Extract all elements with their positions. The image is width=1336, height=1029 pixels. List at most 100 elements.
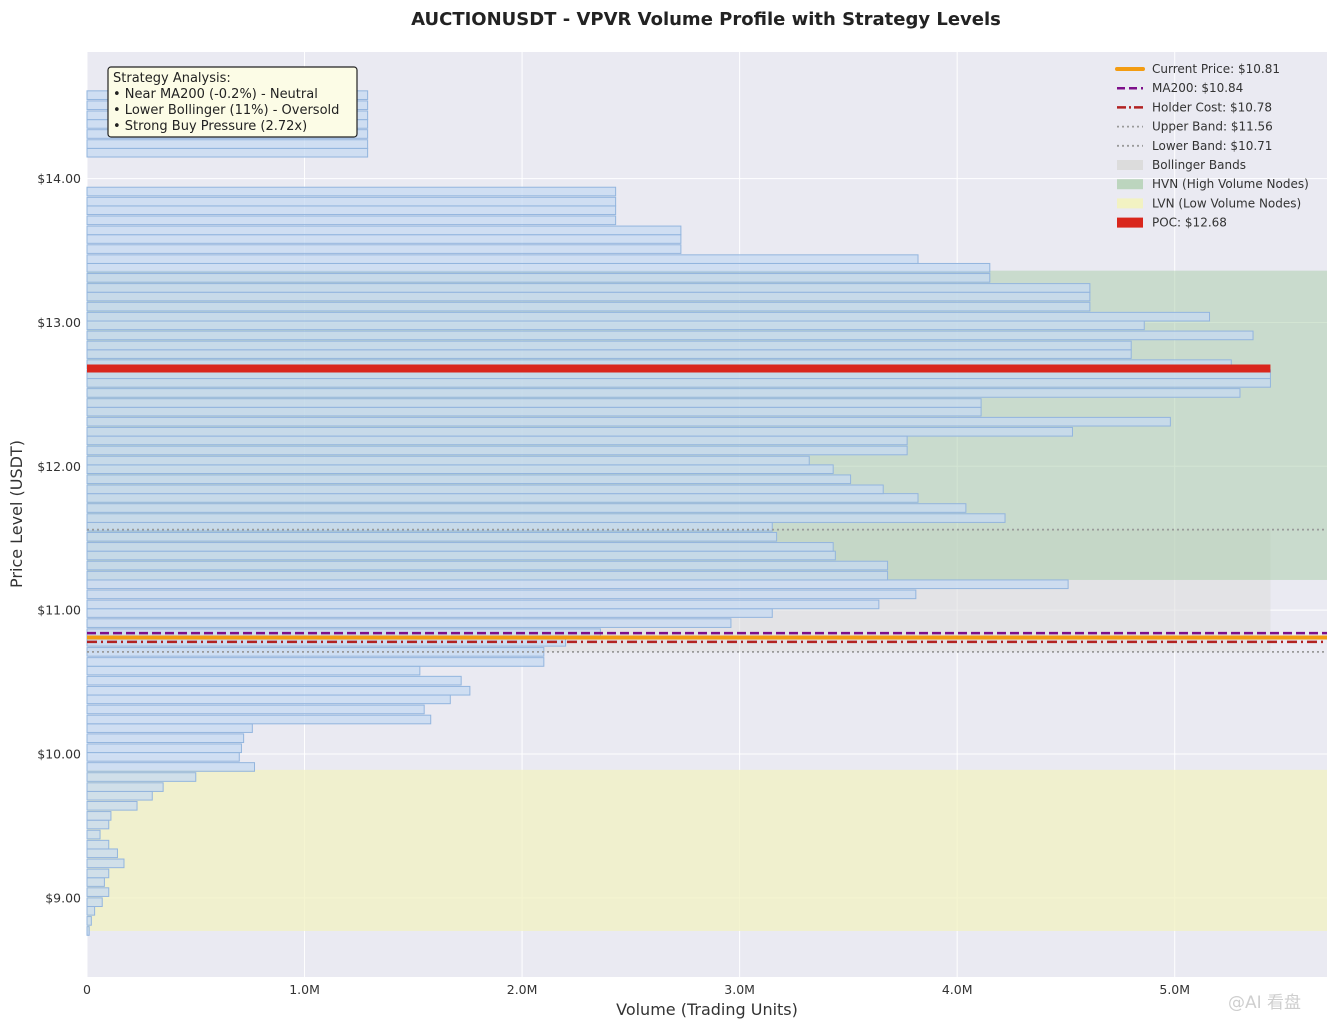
x-tick-label: 1.0M	[289, 982, 320, 997]
volume-bar	[86, 570, 889, 581]
legend-item: POC: $12.68	[1117, 216, 1227, 230]
x-tick-label: 4.0M	[942, 982, 973, 997]
volume-bar	[86, 550, 836, 561]
volume-bar	[86, 301, 1091, 312]
y-tick-label: $12.00	[37, 459, 81, 474]
volume-bar	[86, 254, 919, 264]
legend-swatch	[1117, 198, 1143, 209]
legend: Current Price: $10.81 MA200: $10.84 Holder…	[1115, 62, 1309, 230]
volume-bar	[86, 147, 369, 158]
volume-bar	[86, 916, 92, 926]
volume-bar	[86, 829, 101, 840]
x-tick-label: 0	[83, 982, 91, 997]
volume-bar	[86, 283, 1091, 293]
annotation-line: Strategy Analysis:	[113, 71, 231, 86]
volume-bar	[86, 234, 682, 244]
legend-label: POC: $12.68	[1152, 216, 1227, 230]
legend-swatch	[1117, 160, 1143, 170]
annotation-line: • Strong Buy Pressure (2.72x)	[113, 119, 307, 134]
volume-bar	[86, 906, 96, 916]
volume-bar	[86, 733, 245, 744]
volume-bar	[86, 311, 1211, 322]
volume-bar	[86, 772, 197, 782]
volume-bar	[86, 445, 908, 456]
watermark: @AI 看盘	[1228, 993, 1301, 1013]
annotation-line: • Lower Bollinger (11%) - Oversold	[113, 103, 339, 118]
annotation-line: • Near MA200 (-0.2%) - Neutral	[113, 87, 318, 102]
volume-bar	[86, 139, 369, 149]
x-ticks: 0 1.0M 2.0M 3.0M 4.0M 5.0M	[83, 982, 1190, 997]
volume-bar	[86, 685, 471, 696]
x-tick-label: 2.0M	[507, 982, 538, 997]
legend-item: MA200: $10.84	[1117, 81, 1243, 95]
volume-bar	[86, 599, 880, 610]
y-tick-label: $10.00	[37, 747, 81, 762]
legend-label: Holder Cost: $10.78	[1152, 100, 1272, 114]
volume-bar	[86, 743, 242, 754]
legend-label: MA200: $10.84	[1152, 81, 1243, 95]
legend-item: LVN (Low Volume Nodes)	[1117, 196, 1301, 210]
x-tick-label: 5.0M	[1159, 982, 1190, 997]
legend-label: Current Price: $10.81	[1152, 62, 1280, 76]
volume-bar	[86, 897, 103, 908]
volume-bar	[86, 877, 105, 887]
legend-label: Bollinger Bands	[1152, 158, 1246, 172]
legend-item: Holder Cost: $10.78	[1117, 100, 1272, 114]
volume-bar	[86, 608, 773, 618]
legend-item: HVN (High Volume Nodes)	[1117, 177, 1309, 191]
volume-bar	[86, 215, 617, 226]
volume-bar	[86, 513, 1006, 523]
legend-item: Bollinger Bands	[1117, 158, 1246, 172]
volume-bar	[86, 484, 884, 495]
volume-bar	[86, 406, 982, 417]
x-tick-label: 3.0M	[724, 982, 755, 997]
legend-label: HVN (High Volume Nodes)	[1152, 177, 1309, 191]
y-tick-label: $11.00	[37, 603, 81, 618]
volume-bar	[86, 762, 256, 772]
volume-bar	[86, 225, 682, 236]
volume-bar	[86, 657, 545, 667]
volume-bar	[86, 291, 1091, 302]
volume-bar	[86, 320, 1145, 331]
volume-bar	[86, 819, 110, 830]
volume-bar	[86, 426, 1073, 437]
volume-bar	[86, 398, 982, 408]
volume-bar	[86, 560, 889, 571]
volume-bar	[86, 839, 110, 850]
y-tick-label: $14.00	[37, 171, 81, 186]
y-axis-label: Price Level (USDT)	[7, 440, 26, 588]
volume-bar	[86, 273, 991, 283]
y-tick-label: $9.00	[45, 890, 81, 905]
volume-bar	[86, 262, 991, 273]
volume-bar	[86, 579, 1069, 590]
y-tick-label: $13.00	[37, 315, 81, 330]
volume-bar	[86, 714, 432, 725]
strategy-annotation: Strategy Analysis: • Near MA200 (-0.2%) …	[107, 66, 358, 138]
volume-bar	[86, 464, 834, 475]
volume-bar	[86, 782, 164, 792]
volume-bar	[86, 493, 919, 503]
volume-bar	[86, 340, 1132, 351]
volume-bar	[86, 186, 617, 197]
volume-bars	[86, 90, 1271, 936]
lvn-zone	[87, 769, 1327, 931]
volume-bar	[86, 589, 917, 600]
legend-item: Current Price: $10.81	[1115, 62, 1280, 76]
volume-bar	[86, 388, 1241, 398]
legend-label: Upper Band: $11.56	[1152, 120, 1273, 134]
strategy-levels	[87, 364, 1327, 653]
volume-bar	[86, 244, 682, 254]
legend-item: Upper Band: $11.56	[1117, 120, 1273, 134]
volume-bar	[86, 349, 1132, 359]
volume-bar	[86, 858, 125, 869]
volume-bar	[86, 474, 852, 485]
volume-bar	[86, 790, 153, 801]
legend-swatch	[1117, 179, 1143, 190]
volume-bar	[86, 416, 1171, 427]
volume-bar	[86, 542, 834, 552]
volume-bar	[86, 868, 110, 879]
volume-bar	[86, 330, 1254, 341]
y-ticks: $9.00 $10.00 $11.00 $12.00 $13.00 $14.00	[37, 171, 81, 905]
volume-bar	[86, 887, 110, 897]
